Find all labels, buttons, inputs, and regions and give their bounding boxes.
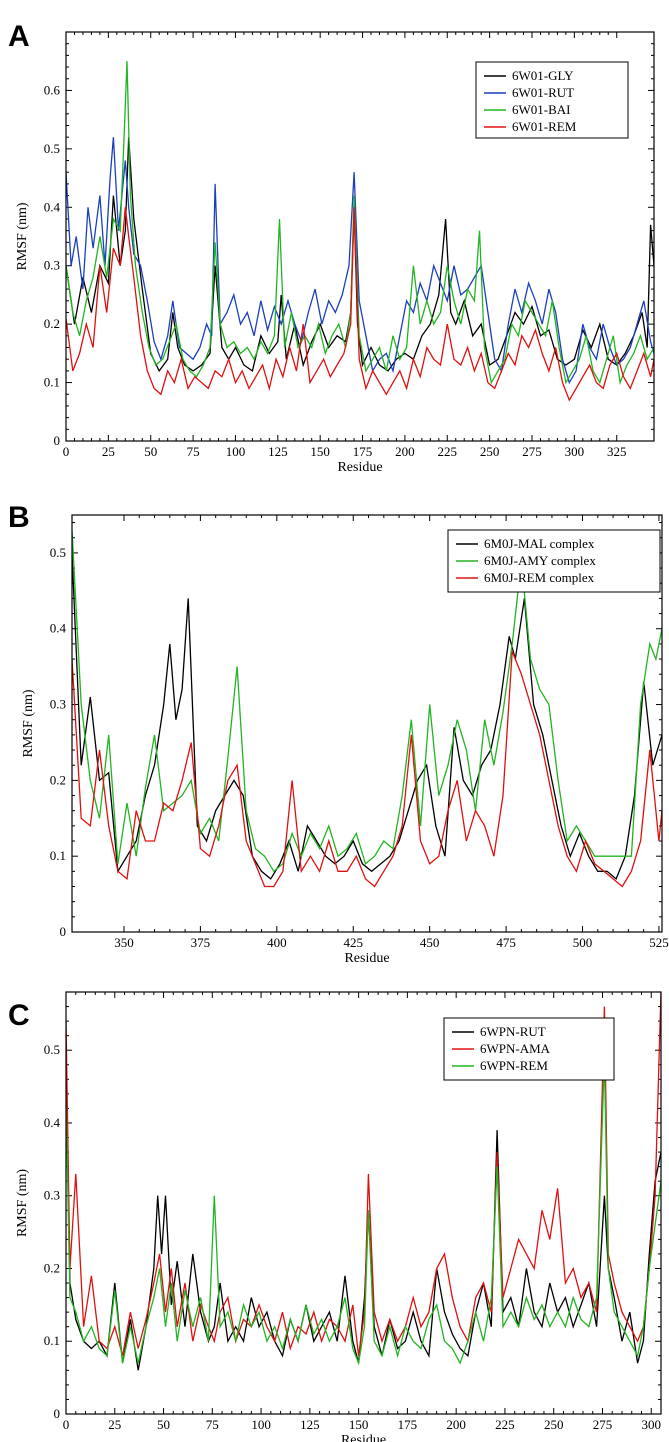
series-line-6m0j-rem-complex bbox=[72, 651, 662, 888]
y-tick-label: 0 bbox=[60, 924, 67, 939]
x-tick-label: 425 bbox=[343, 935, 363, 950]
legend-entry: 6WPN-RUT bbox=[480, 1024, 546, 1039]
x-tick-label: 50 bbox=[144, 444, 157, 459]
x-tick-label: 200 bbox=[395, 444, 415, 459]
x-tick-label: 225 bbox=[495, 1417, 515, 1432]
panel-letter: B bbox=[8, 501, 30, 534]
legend: 6WPN-RUT 6WPN-AMA 6WPN-REM bbox=[443, 1017, 615, 1081]
x-tick-label: 175 bbox=[398, 1417, 418, 1432]
series-line-6wpn-rem bbox=[66, 1057, 661, 1366]
x-axis-label: Residue bbox=[341, 1433, 386, 1442]
x-tick-label: 250 bbox=[480, 444, 500, 459]
x-tick-label: 525 bbox=[649, 935, 669, 950]
legend-entry: 6WPN-REM bbox=[480, 1058, 548, 1073]
panel-letter: C bbox=[8, 999, 30, 1032]
x-tick-label: 75 bbox=[206, 1417, 219, 1432]
x-tick-label: 275 bbox=[593, 1417, 613, 1432]
series-line-6m0j-mal-complex bbox=[72, 552, 662, 880]
legend-entry: 6W01-BAI bbox=[512, 102, 571, 117]
y-tick-label: 0.2 bbox=[44, 316, 60, 331]
x-tick-label: 350 bbox=[114, 935, 134, 950]
y-tick-label: 0.4 bbox=[44, 1115, 61, 1130]
y-tick-label: 0.5 bbox=[44, 141, 60, 156]
x-tick-label: 375 bbox=[191, 935, 211, 950]
legend: 6M0J-MAL complex 6M0J-AMY complex 6M0J-REM… bbox=[447, 529, 661, 593]
x-tick-label: 225 bbox=[438, 444, 458, 459]
y-axis-label: RMSF (nm) bbox=[15, 202, 30, 270]
series-line-6m0j-amy-complex bbox=[72, 530, 662, 873]
y-tick-label: 0.4 bbox=[50, 621, 67, 636]
y-tick-label: 0.3 bbox=[44, 1188, 60, 1203]
legend-entry: 6W01-REM bbox=[512, 119, 577, 134]
x-tick-label: 50 bbox=[157, 1417, 170, 1432]
y-tick-label: 0.1 bbox=[50, 848, 66, 863]
x-tick-label: 500 bbox=[573, 935, 593, 950]
legend-entry: 6W01-RUT bbox=[512, 85, 574, 100]
legend-box bbox=[447, 529, 661, 593]
x-tick-label: 325 bbox=[607, 444, 627, 459]
legend-entry: 6W01-GLY bbox=[512, 68, 574, 83]
x-tick-label: 125 bbox=[300, 1417, 320, 1432]
y-tick-label: 0 bbox=[54, 433, 61, 448]
y-tick-label: 0.4 bbox=[44, 199, 61, 214]
x-tick-label: 0 bbox=[63, 444, 70, 459]
x-tick-label: 175 bbox=[353, 444, 373, 459]
chart-panel-b: B 350 375 400 425 450 475 500 525 0 0.1 0.2 0.3 0.4 0.… bbox=[8, 501, 669, 966]
chart-panel-a: A 0 25 50 75 100 125 150 175 200 225 250 275 300 325 0 0… bbox=[8, 20, 655, 475]
x-tick-label: 150 bbox=[349, 1417, 369, 1432]
x-tick-label: 75 bbox=[187, 444, 200, 459]
x-tick-label: 25 bbox=[108, 1417, 121, 1432]
plot-frame bbox=[71, 514, 663, 933]
y-tick-label: 0.2 bbox=[50, 772, 66, 787]
legend-entry: 6M0J-MAL complex bbox=[484, 536, 595, 551]
x-tick-label: 125 bbox=[268, 444, 288, 459]
x-tick-label: 300 bbox=[641, 1417, 661, 1432]
chart-panel-c: C 0 25 50 75 100 125 150 175 200 225 250 275 300 0 0.1 0… bbox=[8, 991, 662, 1442]
y-tick-label: 0.5 bbox=[44, 1042, 60, 1057]
x-tick-label: 200 bbox=[446, 1417, 466, 1432]
y-tick-label: 0.1 bbox=[44, 1333, 60, 1348]
x-tick-label: 400 bbox=[267, 935, 287, 950]
legend-entry: 6M0J-AMY complex bbox=[484, 553, 596, 568]
x-tick-label: 300 bbox=[565, 444, 585, 459]
x-tick-label: 0 bbox=[63, 1417, 70, 1432]
x-tick-label: 450 bbox=[420, 935, 440, 950]
series-line-6wpn-rut bbox=[66, 1064, 661, 1371]
y-axis-label: RMSF (nm) bbox=[21, 689, 36, 757]
x-axis-label: Residue bbox=[337, 460, 382, 475]
plot-frame bbox=[65, 991, 662, 1415]
x-axis-label: Residue bbox=[344, 951, 389, 966]
legend-entry: 6M0J-REM complex bbox=[484, 570, 595, 585]
y-tick-label: 0.2 bbox=[44, 1260, 60, 1275]
plot-frame bbox=[65, 31, 655, 442]
x-tick-label: 100 bbox=[226, 444, 246, 459]
y-tick-label: 0 bbox=[54, 1406, 61, 1421]
x-tick-label: 475 bbox=[496, 935, 516, 950]
x-tick-label: 25 bbox=[102, 444, 115, 459]
x-tick-label: 275 bbox=[522, 444, 542, 459]
x-tick-label: 100 bbox=[251, 1417, 271, 1432]
y-tick-label: 0.3 bbox=[44, 258, 60, 273]
legend: 6W01-GLY 6W01-RUT 6W01-BAI 6W01-REM bbox=[475, 61, 629, 139]
y-tick-label: 0.6 bbox=[44, 82, 61, 97]
x-tick-label: 150 bbox=[310, 444, 330, 459]
legend-entry: 6WPN-AMA bbox=[480, 1041, 551, 1056]
y-tick-label: 0.3 bbox=[50, 697, 66, 712]
y-axis-label: RMSF (nm) bbox=[15, 1169, 30, 1237]
panel-letter: A bbox=[8, 20, 30, 53]
series-line-6w01-gly bbox=[66, 137, 654, 373]
y-tick-label: 0.5 bbox=[50, 545, 66, 560]
y-tick-label: 0.1 bbox=[44, 375, 60, 390]
x-tick-label: 250 bbox=[544, 1417, 564, 1432]
legend-box bbox=[475, 61, 629, 139]
series-line-6w01-rem bbox=[66, 207, 654, 402]
